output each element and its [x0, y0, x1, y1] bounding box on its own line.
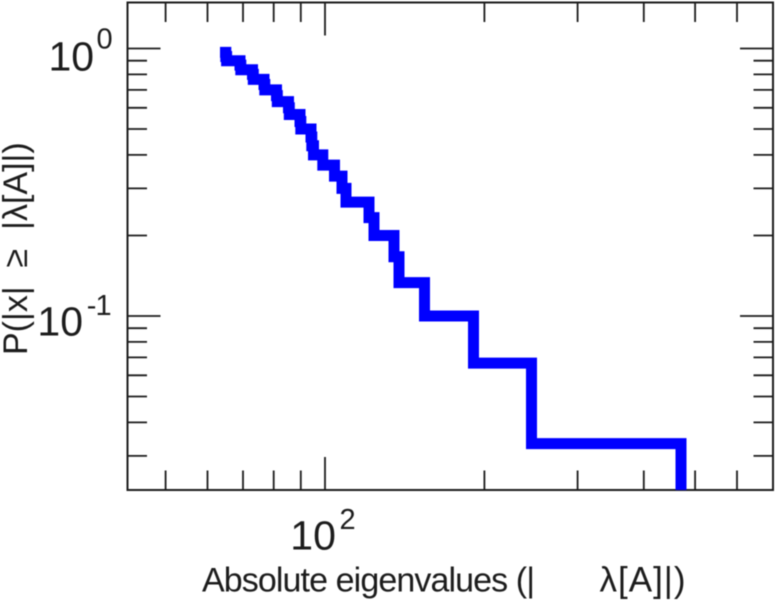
- svg-text:λ[A]|): λ[A]|): [600, 561, 687, 600]
- svg-text:2: 2: [340, 504, 356, 536]
- svg-text:Absolute eigenvalues (|: Absolute eigenvalues (|: [202, 562, 534, 600]
- svg-text:0: 0: [97, 24, 113, 56]
- svg-text:10: 10: [37, 299, 83, 345]
- svg-text:-1: -1: [87, 290, 111, 322]
- svg-text:P(|x| ≥ |λ[A]|): P(|x| ≥ |λ[A]|): [0, 142, 35, 355]
- svg-text:10: 10: [290, 512, 336, 558]
- svg-text:10: 10: [49, 33, 95, 79]
